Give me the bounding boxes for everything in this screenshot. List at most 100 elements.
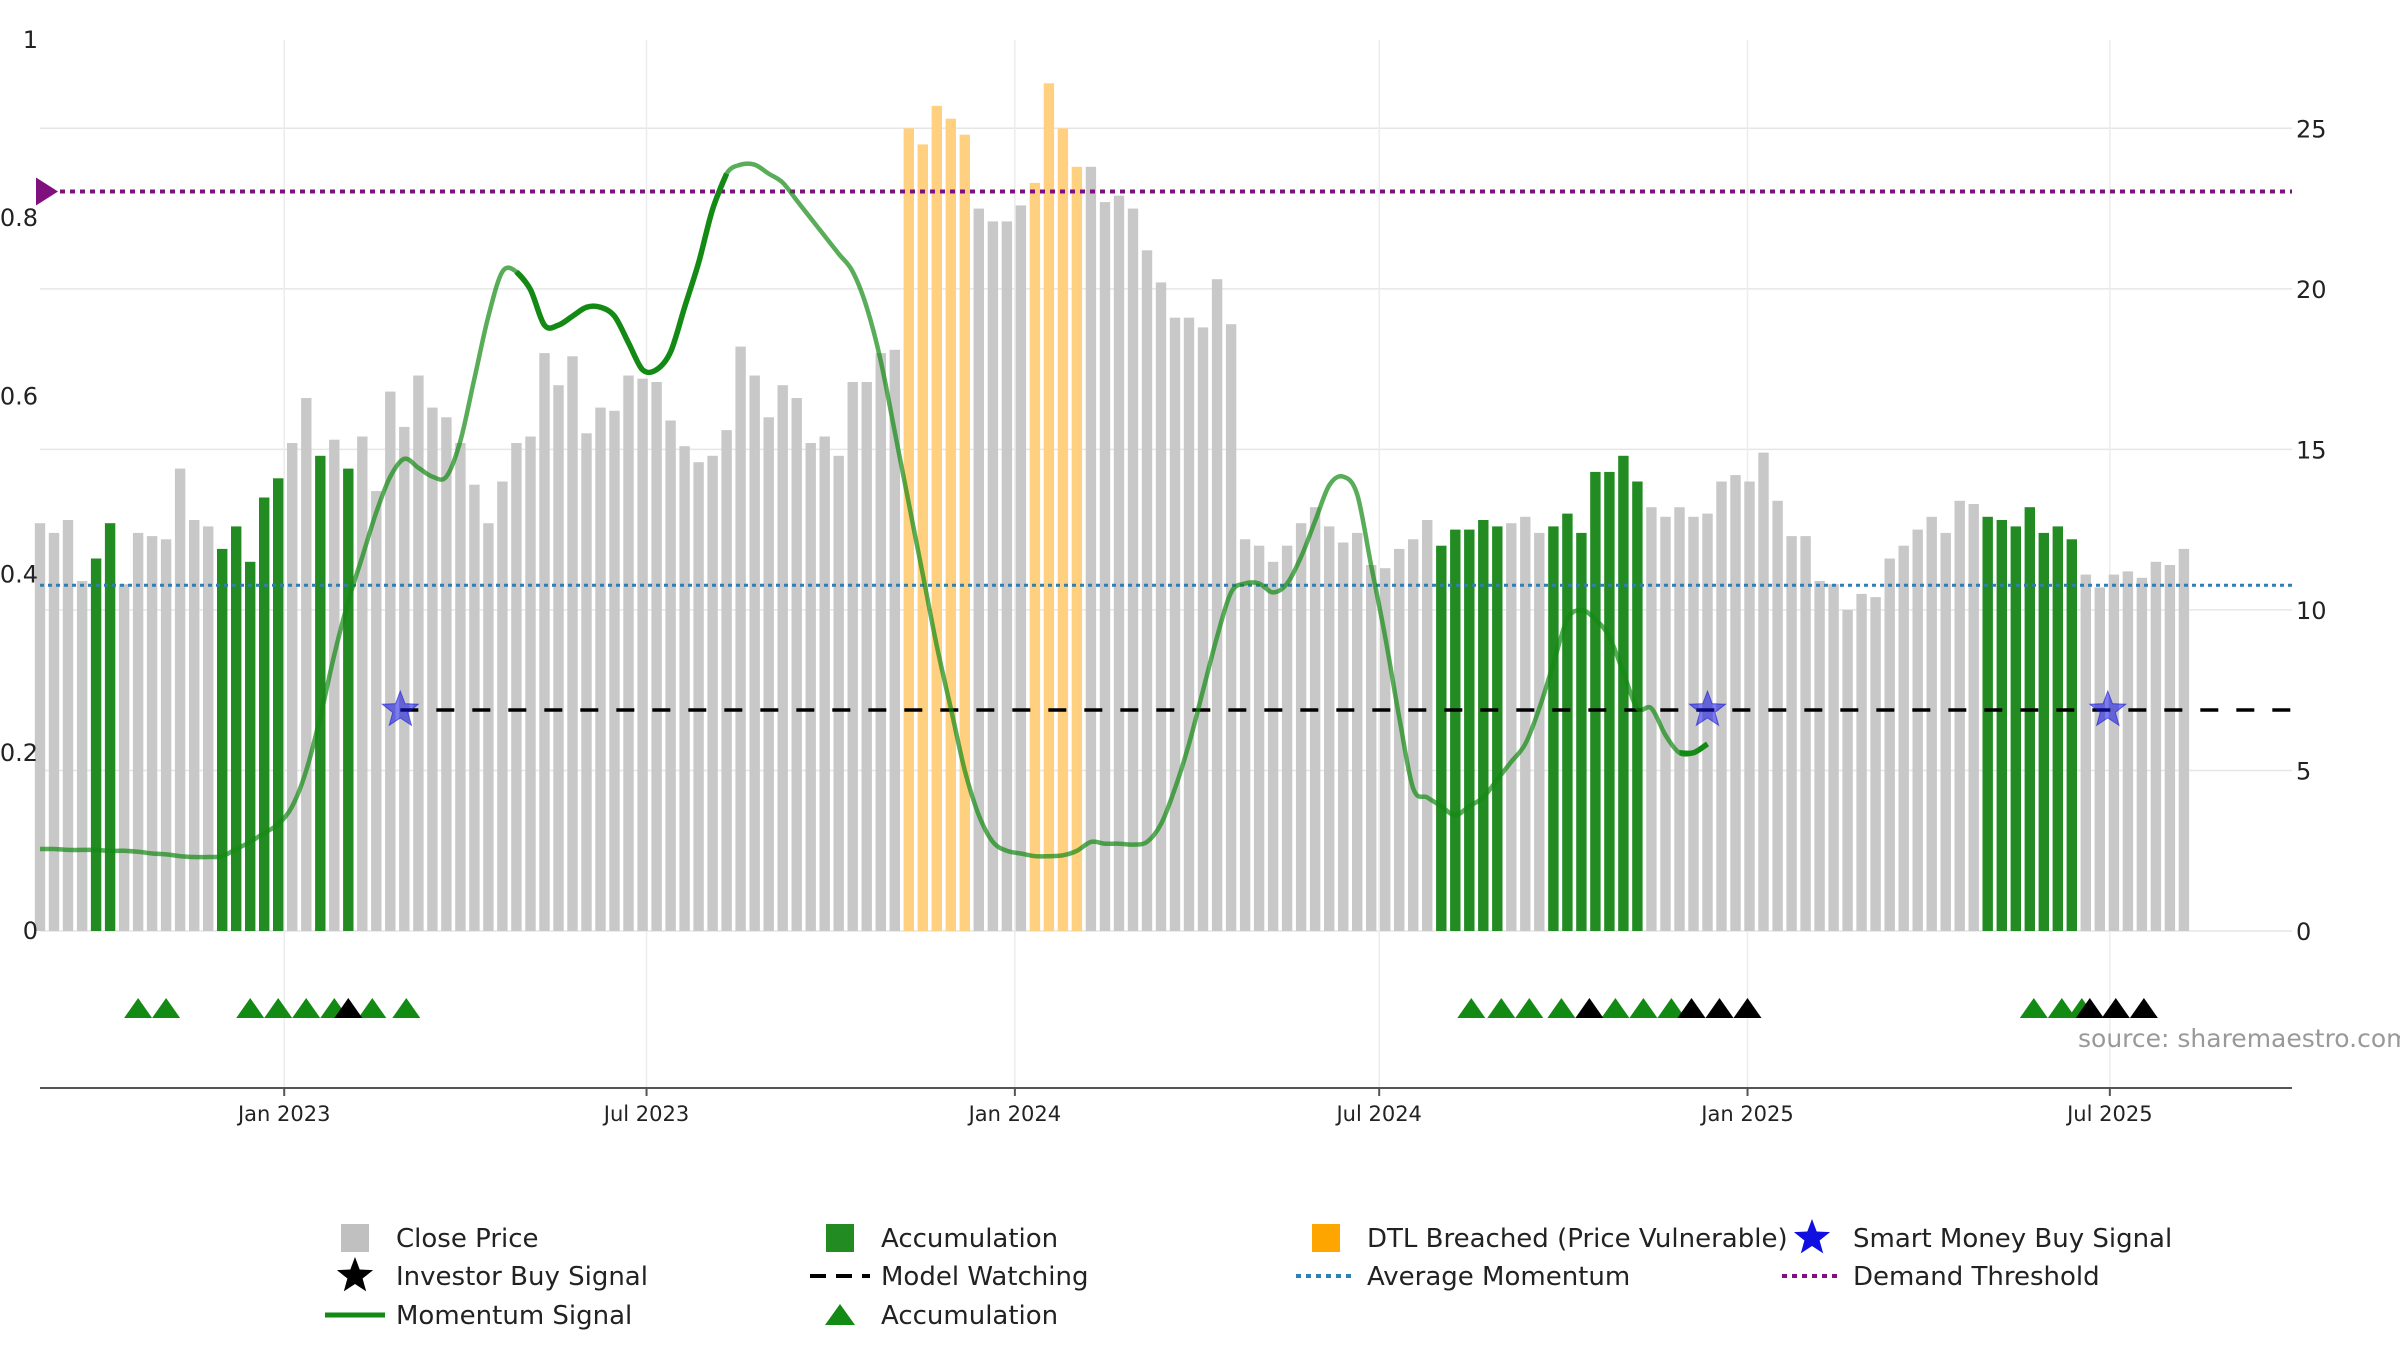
event-markers	[124, 998, 2158, 1018]
close-price-bar	[1926, 516, 1937, 931]
close-price-bar	[1113, 195, 1125, 931]
close-price-bar	[525, 436, 536, 931]
close-price-bar	[665, 420, 676, 931]
dtl-breached-bar	[1057, 128, 1069, 932]
legend-label: Average Momentum	[1367, 1262, 1630, 1292]
accumulation-bar	[343, 468, 354, 931]
accumulation-marker	[392, 998, 421, 1018]
left-y-tick-label: 0.8	[0, 204, 38, 232]
close-price-bar	[1225, 324, 1237, 931]
close-price-bar	[1968, 504, 1979, 931]
accumulation-marker	[358, 998, 387, 1018]
close-price-bar	[497, 481, 508, 931]
accumulation-bar	[1492, 526, 1503, 931]
accumulation-bar	[217, 548, 228, 931]
close-price-bar	[2108, 574, 2120, 931]
close-price-bar	[1211, 279, 1223, 931]
close-price-bar	[833, 455, 844, 931]
accumulation-marker	[152, 998, 181, 1018]
close-price-bar	[483, 523, 494, 931]
close-price-bar	[189, 520, 200, 931]
legend-swatch-square	[341, 1224, 369, 1252]
accumulation-marker	[292, 998, 321, 1018]
close-price-bar	[2080, 574, 2091, 931]
momentum-signal-layer	[39, 161, 1710, 860]
close-price-bar	[1281, 545, 1293, 931]
close-price-bar	[805, 443, 816, 931]
smart-money-stars	[380, 689, 2128, 727]
legend-item: Model Watching	[810, 1262, 1088, 1292]
accumulation-bar	[1478, 520, 1489, 931]
close-price-bar	[735, 346, 746, 932]
legend-item: Average Momentum	[1296, 1262, 1630, 1292]
close-price-bar	[553, 385, 564, 931]
close-price-bar	[455, 443, 466, 931]
legend-item: Accumulation	[825, 1301, 1058, 1331]
close-price-bar	[1674, 507, 1685, 931]
close-price-bar	[1366, 565, 1377, 931]
x-tick-label: Jul 2024	[1334, 1102, 1421, 1126]
close-price-bar	[1744, 481, 1755, 931]
accumulation-bar	[315, 455, 326, 931]
close-price-bar	[287, 443, 298, 931]
close-price-bar	[1408, 539, 1419, 931]
investor-buy-marker	[2129, 998, 2158, 1018]
accumulation-bar	[259, 497, 270, 931]
legend-item: Demand Threshold	[1782, 1262, 2100, 1292]
close-price-bar	[1954, 500, 1965, 931]
close-price-bar	[62, 520, 74, 931]
left-y-tick-label: 0.6	[0, 382, 38, 410]
accumulation-marker	[124, 998, 153, 1018]
legend: Close Price Accumulation DTL Breached (Pri…	[325, 1219, 2172, 1331]
close-price-bar	[76, 581, 88, 931]
close-price-bar	[146, 536, 158, 931]
close-price-bar	[1520, 516, 1531, 931]
accumulation-bar	[2066, 539, 2077, 931]
dtl-breached-bar	[917, 144, 928, 931]
legend-swatch-triangle	[825, 1304, 855, 1325]
smart-money-buy-star	[2088, 689, 2128, 727]
accumulation-marker	[264, 998, 293, 1018]
legend-label: Close Price	[396, 1224, 539, 1254]
close-price-bar	[875, 353, 886, 932]
momentum-signal-highlight	[1679, 741, 1710, 757]
close-price-bar	[861, 382, 872, 931]
close-price-bar	[1814, 581, 1825, 931]
reference-lines	[36, 177, 2292, 712]
legend-swatch-star	[1793, 1219, 1831, 1254]
legend-label: Accumulation	[881, 1301, 1058, 1331]
right-y-tick-label: 15	[2296, 436, 2327, 464]
legend-item: Accumulation	[826, 1224, 1058, 1254]
x-tick-label: Jan 2024	[967, 1102, 1062, 1126]
close-price-bar	[1688, 516, 1699, 931]
bar-series	[34, 83, 2190, 932]
close-price-bar	[1772, 500, 1783, 931]
close-price-bar	[1352, 532, 1363, 931]
close-price-bar	[1912, 529, 1923, 931]
close-price-bar	[2122, 571, 2134, 931]
left-y-tick-label: 0.4	[0, 561, 38, 589]
close-price-bar	[413, 375, 424, 931]
legend-label: Model Watching	[881, 1262, 1088, 1292]
close-price-bar	[385, 391, 396, 932]
dtl-breached-bar	[1029, 182, 1041, 931]
close-price-bar	[469, 484, 480, 931]
dtl-breached-bar	[903, 128, 914, 932]
close-price-bar	[707, 455, 718, 931]
investor-buy-marker	[1705, 998, 1734, 1018]
smart-money-buy-star	[1688, 689, 1727, 727]
close-price-bar	[637, 378, 648, 931]
momentum-signal-line	[39, 161, 1709, 860]
legend-swatch-square	[826, 1224, 854, 1252]
close-price-bar	[427, 407, 438, 932]
close-price-bar	[1253, 545, 1265, 931]
legend-item: Investor Buy Signal	[336, 1257, 648, 1292]
close-price-bar	[1646, 507, 1657, 931]
close-price-bar	[889, 349, 900, 931]
right-y-tick-label: 0	[2296, 918, 2311, 946]
right-y-tick-label: 5	[2296, 757, 2311, 785]
investor-buy-marker	[1575, 998, 1604, 1018]
dtl-breached-bar	[931, 105, 942, 932]
close-price-bar	[847, 382, 858, 931]
